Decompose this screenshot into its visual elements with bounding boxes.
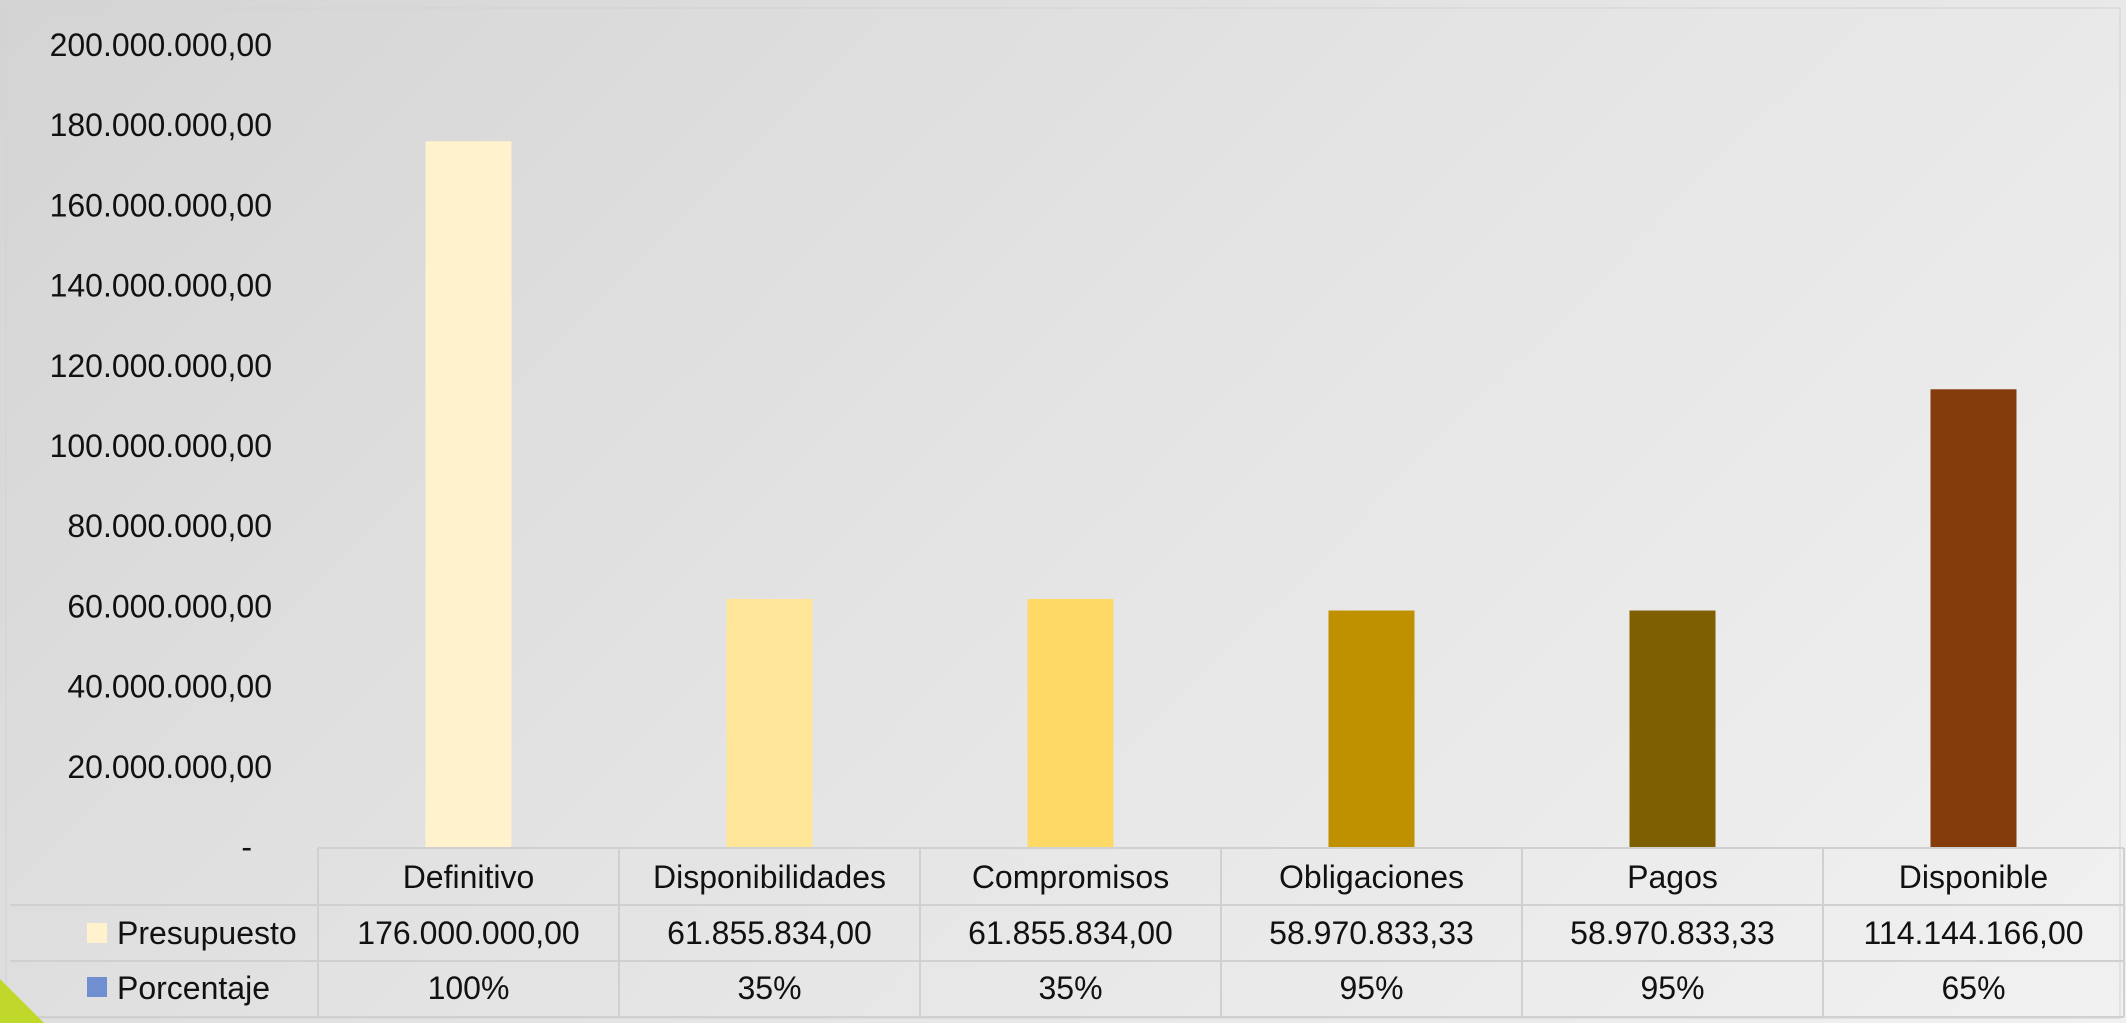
table-cell: 95% [1339,970,1403,1006]
table-row-label: Porcentaje [117,970,270,1006]
y-tick-label: 40.000.000,00 [67,669,272,705]
category-label: Obligaciones [1279,859,1464,895]
y-tick-label: 160.000.000,00 [50,187,272,223]
table-cell: 176.000.000,00 [357,915,579,951]
bar [425,141,512,848]
y-tick-label: 100.000.000,00 [50,428,272,464]
table-cell: 100% [428,970,510,1006]
y-tick-label: 20.000.000,00 [67,749,272,785]
bar [1027,598,1114,847]
y-tick-label: 140.000.000,00 [50,268,272,304]
y-tick-label: 80.000.000,00 [67,508,272,544]
bar [1328,610,1415,847]
y-tick-label: 200.000.000,00 [50,27,272,63]
category-label: Compromisos [972,859,1169,895]
category-label: Disponibilidades [653,859,886,895]
table-row-label: Presupuesto [117,915,297,951]
table-cell: 114.144.166,00 [1863,915,2083,951]
table-cell: 58.970.833,33 [1269,915,1474,951]
bar [726,598,813,847]
category-label: Disponible [1899,859,2048,895]
y-tick-label: 180.000.000,00 [50,107,272,143]
table-cell: 95% [1640,970,1704,1006]
table-cell: 61.855.834,00 [968,915,1173,951]
table-cell: 35% [1038,970,1102,1006]
table-cell: 35% [737,970,801,1006]
table-cell: 61.855.834,00 [667,915,872,951]
category-label: Pagos [1627,859,1718,895]
legend-key [87,923,107,943]
table-cell: 65% [1941,970,2005,1006]
table-cell: 58.970.833,33 [1570,915,1775,951]
corner-accent [0,979,44,1023]
y-tick-label: - [241,829,252,865]
bar [1629,610,1716,847]
bar [1930,389,2017,847]
y-tick-label: 120.000.000,00 [50,348,272,384]
category-label: Definitivo [403,859,535,895]
y-tick-label: 60.000.000,00 [67,588,272,624]
legend-key [87,977,107,997]
